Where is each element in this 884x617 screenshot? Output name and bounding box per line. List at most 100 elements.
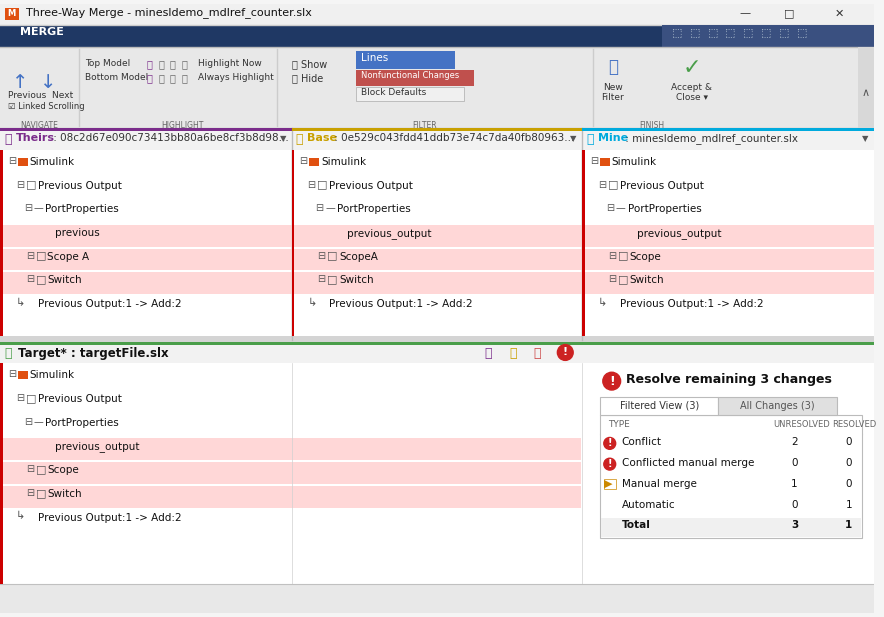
Bar [601,518,861,537]
Text: Manual merge: Manual merge [621,479,697,489]
Circle shape [603,372,621,390]
Text: 👁 Hide: 👁 Hide [292,73,323,83]
Bar [0,363,873,613]
Text: 𝛹: 𝛹 [158,73,164,83]
Text: PortProperties: PortProperties [45,204,119,214]
Text: 1: 1 [846,500,852,510]
Bar [355,51,454,69]
Text: ⊟: ⊟ [608,275,616,284]
Text: Bottom Model: Bottom Model [85,73,149,82]
Text: 0: 0 [791,458,797,468]
Text: □: □ [317,180,328,189]
Bar [585,273,873,294]
Text: 𝛹: 𝛹 [509,347,516,360]
Text: ScopeA: ScopeA [339,252,377,262]
Text: □: □ [618,251,629,261]
Text: Previous Output: Previous Output [37,181,121,191]
Text: 1: 1 [791,479,798,489]
Text: —: — [615,203,625,213]
Text: 𝛹: 𝛹 [4,133,11,146]
Bar [3,486,581,508]
Bar [18,371,27,379]
Text: ↳: ↳ [598,298,607,308]
Bar [582,128,873,131]
Text: Resolve remaining 3 changes: Resolve remaining 3 changes [626,373,832,386]
Text: ⊟: ⊟ [8,370,16,379]
Text: ⊟: ⊟ [26,464,34,474]
Text: previous: previous [56,228,100,238]
Bar [600,415,862,538]
Text: Always Highlight: Always Highlight [198,73,273,82]
Text: Switch: Switch [48,275,82,286]
Bar [3,439,581,460]
Text: ⊟: ⊟ [16,393,24,403]
Text: ⊟: ⊟ [24,203,32,213]
Text: !: ! [607,439,612,449]
Bar [585,249,873,270]
Text: 𝛹: 𝛹 [295,133,303,146]
Text: PortProperties: PortProperties [628,204,701,214]
Text: □: □ [608,180,618,189]
Text: ⬚: ⬚ [707,27,718,38]
Text: Previous Output: Previous Output [329,181,413,191]
Text: Block Defaults: Block Defaults [361,88,426,97]
Text: ▼: ▼ [279,134,286,143]
Text: ↳: ↳ [308,298,316,308]
Text: Mine: Mine [598,133,628,143]
Text: ↑: ↑ [11,73,28,92]
Bar [294,225,582,247]
Text: □: □ [26,393,36,403]
Text: ⊟: ⊟ [308,180,316,189]
Text: ✓: ✓ [682,58,701,78]
Text: New
Filter: New Filter [601,83,624,102]
Text: □: □ [26,180,36,189]
Bar [309,158,319,166]
Bar [582,150,585,336]
Text: Switch: Switch [339,275,374,286]
Text: : minesldemo_mdlref_counter.slx: : minesldemo_mdlref_counter.slx [621,133,797,144]
Circle shape [604,458,615,470]
Text: ⊟: ⊟ [590,156,598,166]
Bar [5,7,19,20]
Text: Theirs: Theirs [16,133,55,143]
Text: FINISH: FINISH [640,121,665,130]
Bar [18,158,27,166]
Text: ⊟: ⊟ [598,180,606,189]
Text: !: ! [607,459,612,469]
Text: !: ! [563,347,568,357]
Text: UNRESOLVED: UNRESOLVED [773,420,829,429]
Text: Switch: Switch [48,489,82,499]
Bar [719,397,837,415]
Text: □: □ [35,488,46,498]
Bar [3,273,292,294]
Text: Three-Way Merge - minesldemo_mdlref_counter.slx: Three-Way Merge - minesldemo_mdlref_coun… [26,7,311,19]
Text: 𝛹: 𝛹 [158,59,164,69]
Circle shape [604,437,615,449]
Text: PortProperties: PortProperties [337,204,411,214]
Text: previous_output: previous_output [347,228,431,239]
Text: previous_output: previous_output [56,441,140,452]
Text: ⊟: ⊟ [317,251,325,261]
Text: 𝛹: 𝛹 [484,347,492,360]
Bar [355,86,464,101]
Bar [0,342,873,344]
Text: ⊟: ⊟ [26,275,34,284]
Bar [857,47,873,128]
Bar [0,47,873,128]
Bar [0,4,873,25]
Text: ↓: ↓ [40,73,56,92]
Text: 𝛹: 𝛹 [182,73,187,83]
Text: Previous Output:1 -> Add:2: Previous Output:1 -> Add:2 [329,299,473,309]
Text: 𝛹: 𝛹 [146,73,152,83]
Bar [0,25,873,47]
Text: Previous  Next: Previous Next [8,91,73,99]
Text: 👁 Show: 👁 Show [292,59,327,69]
Bar [3,225,292,247]
Text: Top Model: Top Model [85,59,130,68]
Text: Previous Output: Previous Output [620,181,704,191]
Text: 𝛹: 𝛹 [534,347,541,360]
Text: Scope: Scope [629,252,661,262]
Text: HIGHLIGHT: HIGHLIGHT [162,121,204,130]
Text: ⊟: ⊟ [16,180,24,189]
Bar [3,249,292,270]
